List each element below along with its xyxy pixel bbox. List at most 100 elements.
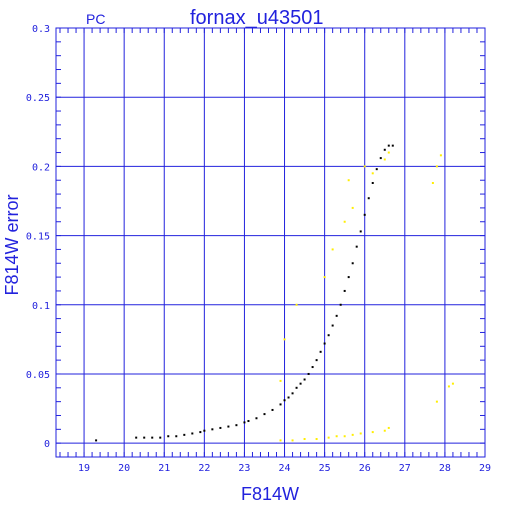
data-point — [227, 425, 230, 428]
outlier-point — [447, 385, 450, 388]
outlier-point — [435, 165, 438, 168]
outlier-point — [435, 400, 438, 403]
data-point — [203, 429, 206, 432]
data-point — [167, 435, 170, 438]
data-point — [359, 230, 362, 233]
outlier-point — [371, 431, 374, 434]
data-point — [367, 197, 370, 200]
x-axis-label: F814W — [241, 484, 299, 504]
outlier-point — [383, 158, 386, 161]
y-tick-label: 0.05 — [26, 370, 50, 381]
outlier-point — [279, 439, 282, 442]
y-axis-label: F814W error — [2, 194, 22, 295]
outlier-point — [371, 172, 374, 175]
x-tick-label: 25 — [319, 463, 331, 474]
data-point — [391, 144, 394, 147]
data-point — [307, 372, 310, 375]
data-point — [387, 144, 390, 147]
data-point — [199, 431, 202, 434]
x-tick-label: 19 — [78, 463, 90, 474]
y-tick-label: 0.25 — [26, 93, 50, 104]
data-point — [263, 413, 266, 416]
data-point — [311, 366, 314, 369]
x-tick-label: 23 — [238, 463, 250, 474]
outlier-point — [387, 151, 390, 154]
data-point — [191, 432, 194, 435]
data-point — [211, 428, 214, 431]
outlier-point — [387, 426, 390, 429]
outlier-point — [323, 276, 326, 279]
data-point — [371, 181, 374, 184]
outlier-point — [439, 154, 442, 157]
data-point — [219, 426, 222, 429]
data-point — [135, 436, 138, 439]
data-point — [379, 157, 382, 160]
data-point — [271, 408, 274, 411]
outlier-point — [291, 439, 294, 442]
y-tick-label: 0.15 — [26, 232, 50, 243]
outlier-point — [335, 435, 338, 438]
data-point — [339, 303, 342, 306]
data-point — [243, 421, 246, 424]
chart-title: fornax_u43501 — [190, 7, 323, 29]
outlier-point — [315, 438, 318, 441]
data-point — [335, 314, 338, 317]
x-tick-label: 20 — [118, 463, 130, 474]
outlier-point — [351, 206, 354, 209]
data-point — [323, 342, 326, 345]
x-tick-label: 29 — [479, 463, 491, 474]
outlier-point — [283, 338, 286, 341]
data-point — [291, 392, 294, 395]
x-tick-label: 26 — [359, 463, 371, 474]
data-point — [351, 262, 354, 265]
data-point — [235, 424, 238, 427]
outlier-point — [331, 248, 334, 251]
data-point — [319, 350, 322, 353]
grid — [56, 28, 485, 457]
data-point — [151, 436, 154, 439]
tick-labels: 19 20 21 22 23 24 25 26 27 28 29 0 0.05 0.1 0.15 0.2 0.2… — [26, 24, 491, 474]
data-point — [183, 433, 186, 436]
x-tick-label: 22 — [198, 463, 210, 474]
outlier-point — [363, 165, 366, 168]
data-point — [343, 289, 346, 292]
data-point — [283, 399, 286, 402]
x-tick-label: 28 — [439, 463, 451, 474]
data-point — [287, 396, 290, 399]
data-point — [331, 324, 334, 327]
data-point — [363, 213, 366, 216]
data-point — [255, 417, 258, 420]
data-point — [247, 420, 250, 423]
data-point — [175, 435, 178, 438]
data-point — [159, 436, 162, 439]
data-point — [383, 148, 386, 151]
outlier-point — [347, 179, 350, 182]
data-points — [95, 144, 454, 442]
outlier-point — [343, 435, 346, 438]
y-tick-label: 0.2 — [32, 162, 50, 173]
data-point — [327, 334, 330, 337]
y-tick-label: 0.3 — [32, 24, 50, 35]
data-point — [375, 168, 378, 171]
outlier-point — [343, 220, 346, 223]
x-tick-label: 27 — [399, 463, 411, 474]
x-tick-label: 21 — [158, 463, 170, 474]
outlier-point — [359, 432, 362, 435]
data-point — [279, 403, 282, 406]
y-tick-label: 0.1 — [32, 301, 50, 312]
outlier-point — [431, 181, 434, 184]
data-point — [303, 378, 306, 381]
x-tick-label: 24 — [279, 463, 291, 474]
outlier-point — [327, 436, 330, 439]
outlier-point — [351, 433, 354, 436]
panel-label: PC — [86, 11, 105, 27]
outlier-point — [383, 429, 386, 432]
data-point — [315, 359, 318, 362]
outlier-point — [295, 303, 298, 306]
plot-frame — [55, 27, 486, 458]
outlier-point — [451, 382, 454, 385]
outlier-point — [279, 379, 282, 382]
data-point — [299, 382, 302, 385]
